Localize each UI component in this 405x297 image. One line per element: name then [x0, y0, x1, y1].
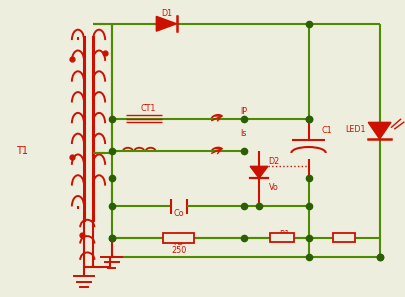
Text: D1: D1: [160, 9, 172, 18]
Text: 250: 250: [171, 247, 186, 255]
Text: Co: Co: [173, 209, 183, 218]
FancyBboxPatch shape: [332, 233, 355, 242]
Text: D2: D2: [268, 157, 279, 166]
Text: Vo: Vo: [269, 183, 278, 192]
FancyBboxPatch shape: [163, 233, 194, 243]
Text: INV: INV: [332, 233, 345, 242]
Text: LED1: LED1: [345, 125, 365, 134]
Polygon shape: [249, 166, 267, 178]
Text: CT1: CT1: [140, 104, 156, 113]
Text: C1: C1: [321, 126, 331, 135]
Text: Ro: Ro: [173, 238, 183, 247]
Polygon shape: [367, 122, 390, 139]
Polygon shape: [156, 16, 176, 31]
Text: T1: T1: [16, 146, 28, 157]
Text: R1: R1: [278, 230, 289, 239]
Text: IP: IP: [239, 107, 247, 116]
FancyBboxPatch shape: [269, 233, 294, 242]
Text: Is: Is: [240, 129, 246, 138]
